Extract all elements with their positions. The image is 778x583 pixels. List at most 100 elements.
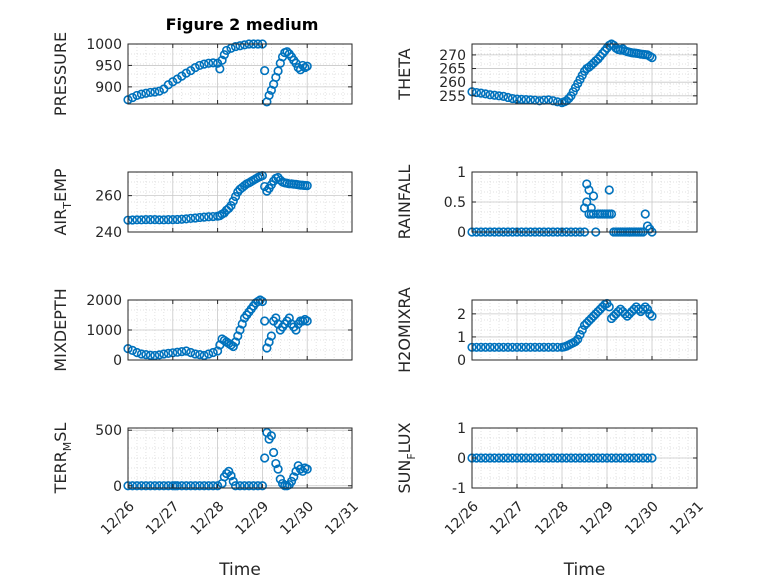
data-point bbox=[132, 90, 142, 101]
data-point bbox=[141, 350, 151, 360]
data-point bbox=[582, 179, 592, 189]
data-point bbox=[286, 476, 297, 486]
data-point bbox=[204, 481, 214, 491]
data-point bbox=[629, 453, 639, 463]
data-point bbox=[195, 212, 205, 223]
data-point bbox=[647, 453, 657, 463]
data-point bbox=[224, 466, 234, 476]
data-point bbox=[213, 346, 223, 356]
data-point bbox=[150, 215, 160, 225]
y-tick-label: 240 bbox=[95, 225, 122, 241]
data-point bbox=[221, 468, 232, 479]
y-tick-label: 1000 bbox=[86, 37, 122, 53]
y-tick-label: 950 bbox=[95, 58, 122, 74]
data-point bbox=[552, 97, 563, 107]
y-tick-label: 265 bbox=[439, 62, 466, 78]
data-point bbox=[647, 311, 657, 321]
data-point bbox=[260, 316, 270, 326]
data-point bbox=[195, 60, 205, 71]
y-tick-label: 1000 bbox=[86, 323, 122, 339]
data-point bbox=[640, 302, 650, 312]
data-point bbox=[498, 453, 509, 463]
data-point bbox=[208, 481, 218, 491]
data-point bbox=[273, 464, 283, 474]
data-point bbox=[228, 341, 238, 352]
data-point bbox=[163, 481, 173, 491]
data-point bbox=[579, 453, 590, 463]
y-tick-label: 0 bbox=[457, 225, 466, 241]
data-point bbox=[489, 342, 500, 352]
data-point bbox=[284, 313, 294, 323]
data-point bbox=[638, 304, 648, 314]
data-point bbox=[516, 453, 527, 463]
data-point bbox=[213, 481, 223, 491]
data-point bbox=[642, 453, 653, 463]
data-point bbox=[534, 342, 545, 352]
data-point bbox=[230, 481, 241, 491]
y-tick-label: 260 bbox=[439, 75, 466, 91]
data-point bbox=[485, 342, 495, 352]
data-point bbox=[302, 181, 312, 191]
data-point bbox=[494, 91, 504, 101]
data-point bbox=[530, 453, 540, 463]
y-axis-label: TERRMSL bbox=[51, 423, 74, 495]
data-point bbox=[132, 215, 142, 225]
data-point bbox=[260, 453, 270, 463]
data-point bbox=[190, 62, 200, 73]
data-point bbox=[215, 64, 225, 74]
data-point bbox=[141, 481, 151, 491]
data-point bbox=[588, 209, 599, 219]
data-point bbox=[186, 481, 196, 491]
data-point bbox=[645, 309, 655, 319]
data-point bbox=[503, 342, 513, 352]
y-tick-label: 255 bbox=[439, 89, 466, 105]
data-point bbox=[257, 481, 268, 491]
data-point bbox=[127, 92, 138, 103]
axes-box bbox=[127, 43, 353, 105]
subplot-rainfall: 0 0.5 1 RAINFALL bbox=[395, 165, 698, 241]
subplot-h2omixra: 0 1 2 H2OMIXRA bbox=[395, 287, 698, 373]
data-point bbox=[552, 342, 563, 352]
data-point bbox=[480, 342, 491, 352]
data-point bbox=[289, 472, 299, 482]
y-axis-label: AIRTEMP bbox=[51, 168, 74, 235]
data-point bbox=[168, 215, 178, 225]
data-point bbox=[507, 453, 518, 463]
data-point bbox=[275, 474, 285, 484]
data-point bbox=[291, 325, 301, 335]
data-point bbox=[181, 214, 191, 224]
data-point bbox=[235, 325, 245, 335]
data-point bbox=[269, 447, 279, 458]
data-point bbox=[150, 481, 160, 491]
data-point bbox=[260, 65, 270, 76]
series-air_temp bbox=[123, 171, 312, 225]
data-point bbox=[302, 316, 312, 326]
data-point bbox=[150, 87, 160, 97]
data-point bbox=[228, 476, 238, 486]
data-point bbox=[611, 453, 621, 463]
data-point bbox=[136, 89, 147, 99]
series-theta bbox=[467, 39, 657, 108]
data-point bbox=[199, 350, 209, 361]
series-terr_msl bbox=[123, 427, 312, 491]
data-point bbox=[489, 453, 500, 463]
data-point bbox=[516, 94, 527, 104]
y-axis-label: SUNFLUX bbox=[395, 422, 418, 493]
data-point bbox=[471, 342, 482, 352]
axes-box bbox=[471, 299, 698, 361]
data-point bbox=[584, 453, 594, 463]
data-point bbox=[615, 453, 626, 463]
data-point bbox=[150, 350, 160, 361]
data-point bbox=[498, 342, 509, 352]
data-point bbox=[172, 481, 182, 491]
data-point bbox=[291, 466, 301, 476]
data-point bbox=[132, 347, 142, 358]
data-point bbox=[543, 453, 554, 463]
data-point bbox=[525, 342, 536, 352]
data-point bbox=[186, 347, 196, 358]
data-point bbox=[566, 453, 576, 463]
data-point bbox=[244, 481, 254, 491]
y-axis-label: MIXDEPTH bbox=[51, 288, 70, 371]
data-point bbox=[186, 213, 196, 223]
